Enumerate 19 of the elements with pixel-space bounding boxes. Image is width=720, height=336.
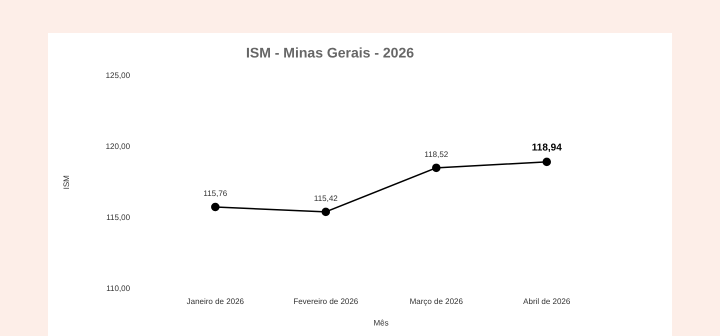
x-axis-title: Mês — [373, 318, 389, 328]
point — [211, 202, 220, 212]
y-tick-label: 120,00 — [106, 142, 131, 152]
x-tick-label: Fevereiro de 2026 — [293, 296, 359, 306]
y-tick-label: 125,00 — [106, 71, 131, 80]
y-axis-title: ISM — [62, 174, 72, 190]
x-tick-label: Abril de 2026 — [523, 296, 571, 306]
point — [542, 158, 552, 166]
x-tick-label: Março de 2026 — [410, 296, 464, 306]
data-label: 118,94 — [532, 142, 562, 154]
data-label: 115,76 — [203, 189, 228, 198]
data-label: 118,52 — [424, 150, 449, 160]
chart-title: ISM - Minas Gerais - 2026 — [246, 44, 414, 60]
point — [432, 164, 441, 172]
point — [322, 208, 330, 216]
x-tick-label: Janeiro de 2026 — [186, 296, 245, 306]
y-tick-label: 110,00 — [106, 284, 131, 294]
y-tick-label: 115,00 — [106, 213, 131, 222]
data-label: 115,42 — [314, 194, 338, 204]
